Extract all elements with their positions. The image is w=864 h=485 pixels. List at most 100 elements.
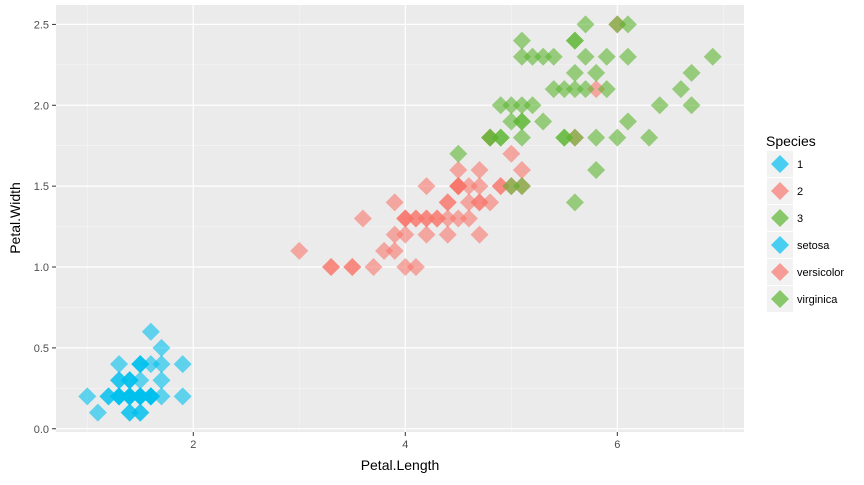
data-point-versicolor xyxy=(512,160,531,179)
legend-key-icon xyxy=(771,263,789,281)
data-point-virginica xyxy=(565,63,584,82)
data-point-virginica xyxy=(555,80,574,99)
data-point-virginica xyxy=(597,80,616,99)
data-point-setosa xyxy=(110,387,129,406)
legend-key-icon xyxy=(771,236,789,254)
data-point-setosa xyxy=(141,387,160,406)
data-point-versicolor xyxy=(449,177,468,196)
data-point-setosa xyxy=(152,338,171,357)
data-point-virginica xyxy=(565,80,584,99)
data-point-virginica xyxy=(576,47,595,66)
data-point-versicolor xyxy=(417,177,436,196)
x-tick-label: 6 xyxy=(614,439,620,451)
data-point-virginica xyxy=(618,112,637,131)
y-tick-label: 1.5 xyxy=(34,181,49,193)
data-point-virginica xyxy=(512,112,531,131)
data-point-versicolor xyxy=(449,209,468,228)
data-point-virginica xyxy=(512,128,531,147)
data-point-versicolor xyxy=(502,144,521,163)
data-point-versicolor xyxy=(322,258,341,277)
data-point-virginica xyxy=(671,80,690,99)
data-point-virginica xyxy=(491,128,510,147)
legend-label: setosa xyxy=(797,240,830,252)
data-point-versicolor xyxy=(438,225,457,244)
data-point-setosa xyxy=(131,371,150,390)
data-point-virginica xyxy=(512,96,531,115)
data-point-setosa xyxy=(141,355,160,374)
data-point-versicolor xyxy=(438,193,457,212)
y-tick-label: 0.0 xyxy=(34,424,49,436)
data-point-setosa xyxy=(173,387,192,406)
legend-title: Species xyxy=(766,133,816,149)
data-point-setosa xyxy=(141,322,160,341)
x-tick-label: 4 xyxy=(402,439,408,451)
data-point-virginica xyxy=(449,144,468,163)
data-point-setosa xyxy=(99,387,118,406)
data-point-virginica xyxy=(650,96,669,115)
data-point-versicolor xyxy=(396,225,415,244)
data-point-setosa xyxy=(110,371,129,390)
data-point-versicolor xyxy=(375,241,394,260)
data-point-virginica xyxy=(565,31,584,50)
legend-label: versicolor xyxy=(797,267,844,279)
data-point-setosa xyxy=(152,387,171,406)
data-point-versicolor xyxy=(385,193,404,212)
data-point-versicolor xyxy=(481,193,500,212)
data-point-virginica xyxy=(703,47,722,66)
data-point-virginica xyxy=(491,96,510,115)
data-point-versicolor xyxy=(470,177,489,196)
data-point-virginica xyxy=(481,128,500,147)
legend: Species 1 2 3 setosa versicolor virginica xyxy=(766,133,844,312)
data-point-virginica xyxy=(618,15,637,34)
data-point-versicolor xyxy=(470,160,489,179)
data-point-versicolor xyxy=(290,241,309,260)
data-point-virginica xyxy=(608,128,627,147)
data-point-versicolor xyxy=(406,209,425,228)
data-points xyxy=(78,15,722,422)
y-tick-label: 1.0 xyxy=(34,262,49,274)
data-point-versicolor xyxy=(385,225,404,244)
axes: 2 4 6 0.0 0.5 1.0 1.5 2.0 2.5 xyxy=(34,19,621,451)
data-point-virginica xyxy=(682,63,701,82)
legend-label: 3 xyxy=(797,213,803,225)
data-point-virginica xyxy=(618,47,637,66)
data-point-virginica xyxy=(608,15,627,34)
data-point-virginica xyxy=(587,128,606,147)
legend-key-icon xyxy=(771,182,789,200)
legend-key-icon xyxy=(771,209,789,227)
x-tick-label: 2 xyxy=(190,439,196,451)
data-point-virginica xyxy=(523,47,542,66)
data-point-versicolor xyxy=(364,258,383,277)
y-tick-label: 2.5 xyxy=(34,19,49,31)
data-point-virginica xyxy=(682,96,701,115)
data-point-virginica xyxy=(512,31,531,50)
data-point-virginica xyxy=(544,47,563,66)
data-point-virginica xyxy=(565,128,584,147)
data-point-virginica xyxy=(597,47,616,66)
data-point-versicolor xyxy=(470,193,489,212)
data-point-versicolor xyxy=(438,209,457,228)
data-point-versicolor xyxy=(459,177,478,196)
data-point-versicolor xyxy=(417,209,436,228)
data-point-versicolor xyxy=(406,258,425,277)
data-point-setosa xyxy=(120,387,139,406)
legend-key-icon xyxy=(771,290,789,308)
data-point-virginica xyxy=(555,128,574,147)
data-point-setosa xyxy=(131,387,150,406)
data-point-setosa xyxy=(173,355,192,374)
legend-entries: 1 2 3 setosa versicolor virginica xyxy=(767,151,844,312)
x-axis-label: Petal.Length xyxy=(361,457,440,473)
legend-label: 1 xyxy=(797,159,803,171)
data-point-setosa xyxy=(120,403,139,422)
data-point-versicolor xyxy=(491,177,510,196)
data-point-virginica xyxy=(502,112,521,131)
data-point-versicolor xyxy=(459,209,478,228)
data-point-versicolor xyxy=(459,193,478,212)
legend-key-icon xyxy=(771,155,789,173)
data-point-versicolor xyxy=(470,225,489,244)
data-point-setosa xyxy=(88,403,107,422)
data-point-versicolor xyxy=(343,258,362,277)
data-point-virginica xyxy=(576,80,595,99)
